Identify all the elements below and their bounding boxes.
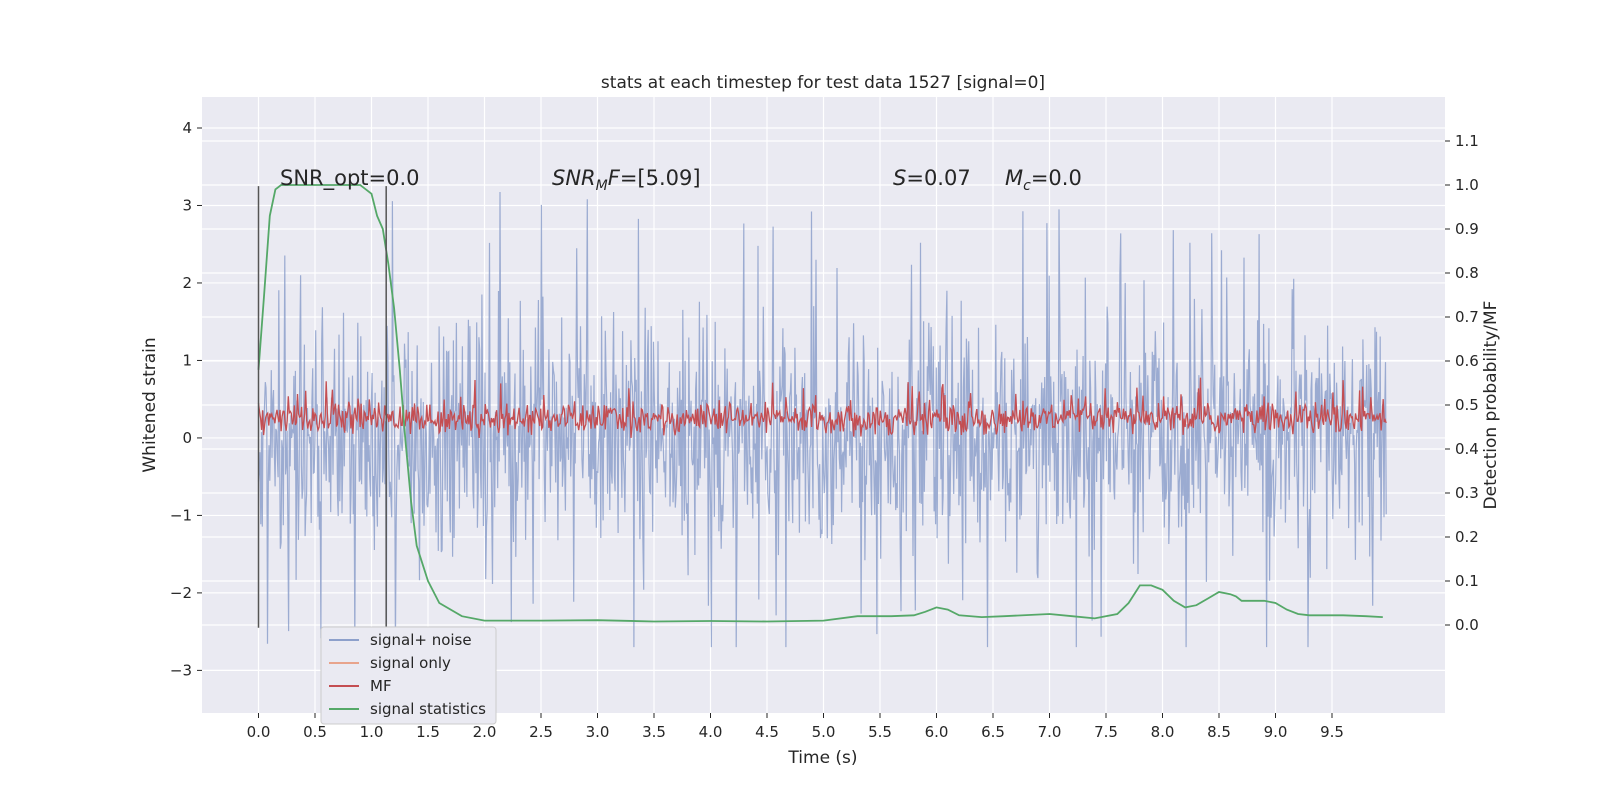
legend-label: signal only	[370, 654, 451, 672]
legend-box	[320, 626, 497, 725]
x-tick-label: 5.5	[868, 723, 892, 741]
annotation-mc-label: M	[1005, 166, 1023, 190]
x-tick-label: 4.5	[755, 723, 779, 741]
x-tick-label: 3.0	[586, 723, 610, 741]
y-tick-label: −1	[170, 506, 192, 524]
annotation-snr-mf-label: SNR	[552, 166, 596, 190]
line-signal-noise	[257, 191, 1387, 648]
x-tick-label: 4.0	[699, 723, 723, 741]
y-right-tick-label: 0.2	[1455, 528, 1479, 546]
x-tick-label: 1.5	[416, 723, 440, 741]
legend-label: MF	[370, 677, 392, 695]
x-axis-label: Time (s)	[787, 748, 857, 768]
y-axis-label: Whitened strain	[140, 337, 160, 472]
x-tick-label: 0.0	[247, 723, 271, 741]
legend-label: signal+ noise	[370, 631, 472, 649]
y-right-tick-label: 0.5	[1455, 396, 1479, 414]
x-tick-label: 8.5	[1207, 723, 1231, 741]
y-right-tick-label: 0.0	[1455, 616, 1479, 634]
x-tick-label: 2.5	[529, 723, 553, 741]
y-right-tick-labels: 1.1 1.0 0.9 0.8 0.7 0.6 0.5 0.4 0.3 0.2 0.1 0.0	[1445, 132, 1479, 634]
x-tick-label: 6.5	[981, 723, 1005, 741]
y-tick-label: 3	[182, 196, 192, 214]
x-tick-label: 0.5	[303, 723, 327, 741]
y-tick-label: 1	[182, 351, 192, 369]
y-right-tick-label: 0.3	[1455, 484, 1479, 502]
x-tick-label: 2.0	[473, 723, 497, 741]
y-right-tick-label: 0.1	[1455, 572, 1479, 590]
y-tick-label: 0	[182, 429, 192, 447]
y-right-tick-label: 0.8	[1455, 264, 1479, 282]
annotation-mc-sub: c	[1023, 178, 1031, 194]
y-tick-labels: 4 3 2 1 0 −1 −2 −3	[170, 119, 202, 679]
x-tick-label: 9.5	[1320, 723, 1344, 741]
y-tick-label: −3	[170, 661, 192, 679]
legend-label: signal statistics	[370, 700, 486, 718]
x-tick-label: 8.0	[1151, 723, 1175, 741]
annotation-snr-mf-label2: F	[608, 166, 621, 190]
line-signal-statistics	[257, 184, 1383, 623]
legend: signal+ noise signal only MF signal statist…	[320, 626, 497, 725]
annotation-s-label: S	[893, 166, 906, 190]
series-signal-statistics	[257, 184, 1383, 623]
x-tick-labels: 0.0 0.5 1.0 1.5 2.0 2.5 3.0 3.5 4.0 4.5 5.0 5.5 6.0 6…	[247, 713, 1344, 741]
grid	[202, 97, 1445, 713]
y-right-tick-label: 0.4	[1455, 440, 1479, 458]
x-tick-label: 6.0	[925, 723, 949, 741]
annotation-mc-value: =0.0	[1031, 166, 1082, 190]
chart-title: stats at each timestep for test data 152…	[601, 73, 1045, 93]
y-right-axis-label: Detection probability/MF	[1481, 301, 1501, 510]
annotation-snr-mf-value: =[5.09]	[620, 166, 701, 190]
y-tick-label: 4	[182, 119, 192, 137]
x-tick-label: 7.5	[1094, 723, 1118, 741]
x-tick-label: 1.0	[360, 723, 384, 741]
y-right-tick-label: 1.1	[1455, 132, 1479, 150]
annotation-snr-mf-sub: M	[596, 178, 608, 194]
x-tick-label: 9.0	[1264, 723, 1288, 741]
annotation-s-value: =0.07	[906, 166, 970, 190]
y-right-tick-label: 1.0	[1455, 176, 1479, 194]
y-right-tick-label: 0.9	[1455, 220, 1479, 238]
vertical-markers	[257, 186, 387, 628]
y-right-tick-label: 0.6	[1455, 352, 1479, 370]
annotation-s: S=0.07	[893, 166, 971, 190]
series-mf	[257, 377, 1387, 438]
y-tick-label: −2	[170, 584, 192, 602]
line-mf	[257, 377, 1387, 438]
y-tick-label: 2	[182, 274, 192, 292]
x-tick-label: 5.0	[812, 723, 836, 741]
series-signal-noise	[257, 191, 1387, 648]
y-right-tick-label: 0.7	[1455, 308, 1479, 326]
annotation-mc: Mc=0.0	[1005, 166, 1082, 194]
annotation-snr-opt: SNR_opt=0.0	[280, 166, 420, 191]
x-tick-label: 3.5	[642, 723, 666, 741]
annotation-snr-mf: SNRMF=[5.09]	[552, 166, 701, 194]
x-tick-label: 7.0	[1038, 723, 1062, 741]
